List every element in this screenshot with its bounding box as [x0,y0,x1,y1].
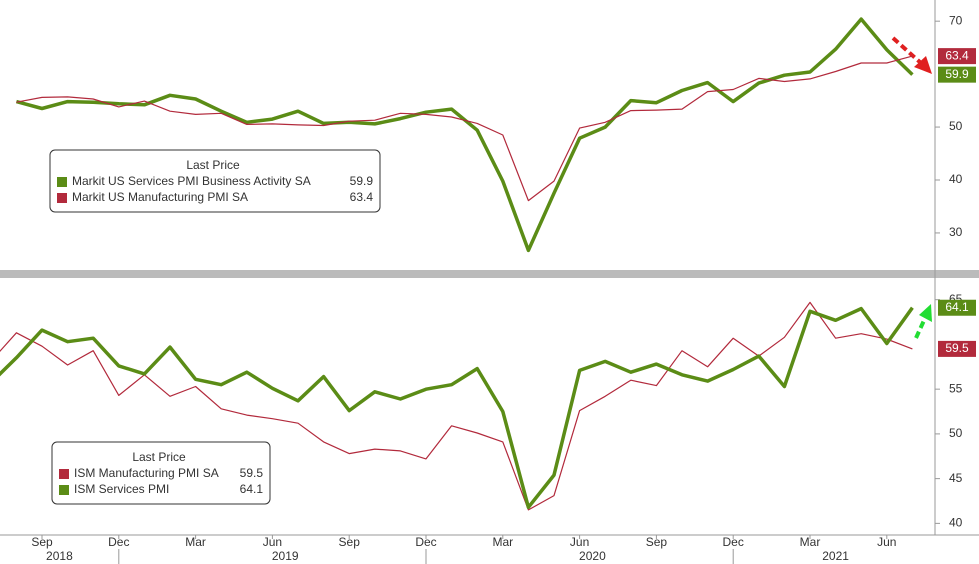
y-tick-label: 70 [949,13,963,27]
value-badge [938,48,976,65]
year-label: 2018 [46,549,73,563]
y-tick-label: 40 [949,516,963,530]
x-tick-label: Dec [415,535,436,549]
y-tick-label: 50 [949,426,963,440]
x-tick-label: Mar [800,535,821,549]
arrow [891,36,924,66]
arrow [914,315,928,339]
y-tick-label: 55 [949,381,963,395]
legend-swatch [57,177,67,187]
value-badge [938,299,976,316]
legend-swatch [59,485,69,495]
arrow-head [919,304,932,322]
value-label: 59.5 [945,341,969,355]
panel-divider [0,270,979,278]
legend-value: 64.1 [240,482,264,496]
x-tick-label: Sep [31,535,53,549]
y-tick-label: 30 [949,225,963,239]
x-tick-label: Sep [646,535,668,549]
value-label: 59.9 [945,67,969,81]
year-label: 2019 [272,549,299,563]
legend-box [51,441,271,505]
x-tick-label: Jun [877,535,896,549]
legend-label: ISM Services PMI [74,482,169,496]
x-tick-label: Sep [339,535,361,549]
x-tick-label: Jun [570,535,589,549]
legend-value: 59.9 [350,174,374,188]
legend-box [49,149,381,213]
legend-swatch [57,193,67,203]
year-label: 2021 [822,549,849,563]
y-tick-label: 45 [949,471,963,485]
x-tick-label: Dec [108,535,129,549]
value-label: 63.4 [945,48,969,62]
value-badge [938,340,976,357]
series-line [16,55,913,202]
legend-value: 63.4 [350,190,374,204]
legend-swatch [59,469,69,479]
legend-title: Last Price [186,158,240,172]
x-tick-label: Dec [723,535,744,549]
x-tick-label: Jun [263,535,282,549]
arrow-head [914,56,932,74]
year-label: 2020 [579,549,606,563]
legend-label: ISM Manufacturing PMI SA [74,466,219,480]
legend-label: Markit US Manufacturing PMI SA [72,190,248,204]
y-tick-label: 40 [949,172,963,186]
x-tick-label: Mar [185,535,206,549]
x-tick-label: Mar [492,535,513,549]
legend-value: 59.5 [240,466,264,480]
value-label: 64.1 [945,300,969,314]
y-tick-label: 50 [949,119,963,133]
legend-title: Last Price [132,450,186,464]
value-badge [938,66,976,83]
series-line [0,306,914,510]
legend-label: Markit US Services PMI Business Activity… [72,174,311,188]
